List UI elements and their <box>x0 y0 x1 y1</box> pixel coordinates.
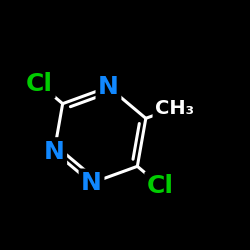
Text: N: N <box>81 171 102 195</box>
Text: Cl: Cl <box>147 174 174 198</box>
Text: CH₃: CH₃ <box>154 98 194 117</box>
Text: Cl: Cl <box>26 72 53 96</box>
Text: N: N <box>98 75 119 99</box>
Text: N: N <box>44 140 65 164</box>
